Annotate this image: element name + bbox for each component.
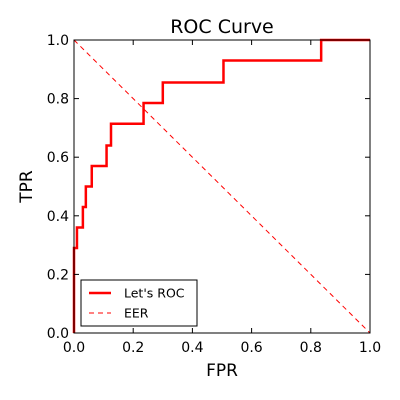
x-tick-label: 0.8 xyxy=(300,340,322,356)
y-axis-label: TPR xyxy=(17,170,37,204)
legend-label-lets-roc: Let's ROC xyxy=(124,286,185,301)
y-tick-label: 1.0 xyxy=(47,33,69,49)
x-tick-label: 0.4 xyxy=(181,340,203,356)
x-tick-label: 1.0 xyxy=(359,340,381,356)
legend: Let's ROC EER xyxy=(80,279,198,327)
y-tick-label: 0.2 xyxy=(47,267,69,283)
y-tick-label: 0.0 xyxy=(47,326,69,342)
series-line-lets-roc xyxy=(72,38,370,333)
y-tick-label: 0.4 xyxy=(47,209,69,225)
y-tick-label: 0.8 xyxy=(47,92,69,108)
x-tick-label: 0.6 xyxy=(240,340,262,356)
legend-box xyxy=(80,279,198,327)
x-tick-label: 0.2 xyxy=(122,340,144,356)
x-axis-label: FPR xyxy=(206,361,238,381)
legend-label-eer: EER xyxy=(124,306,149,321)
series-line-eer xyxy=(73,39,371,334)
x-tick-label: 0.0 xyxy=(63,340,85,356)
plot-frame xyxy=(73,39,371,334)
y-tick-label: 0.6 xyxy=(47,150,69,166)
chart-title: ROC Curve xyxy=(170,16,274,38)
plot-area xyxy=(72,38,371,334)
